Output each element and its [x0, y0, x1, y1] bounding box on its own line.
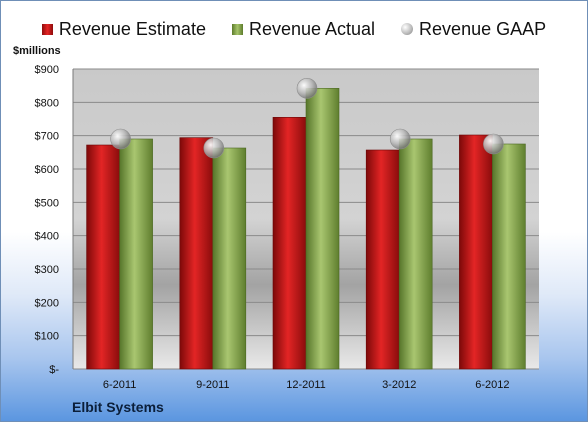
- x-tick-label: 3-2012: [382, 379, 416, 391]
- y-tick-label: $800: [35, 97, 59, 109]
- x-axis-labels: 6-2011 9-2011 12-2011 3-2012 6-2012: [103, 379, 510, 391]
- bar-revenue-actual: [119, 138, 153, 370]
- bar-revenue-estimate: [86, 144, 120, 370]
- bar-revenue-estimate: [272, 117, 307, 370]
- bar-revenue-actual: [398, 138, 433, 370]
- bars: [86, 88, 526, 370]
- y-tick-label: $700: [35, 131, 59, 143]
- y-tick-label: $100: [35, 331, 59, 343]
- bar-revenue-actual: [492, 143, 526, 370]
- legend-item-estimate: Revenue Estimate: [41, 18, 206, 40]
- legend-item-gaap: Revenue GAAP: [401, 19, 546, 40]
- legend-label-estimate: Revenue Estimate: [58, 18, 206, 39]
- y-tick-label: $-: [49, 364, 59, 376]
- y-tick-label: $300: [35, 264, 59, 276]
- x-tick-label: 6-2012: [475, 379, 509, 391]
- x-tick-label: 9-2011: [196, 379, 229, 391]
- chart-legend: Revenue Estimate Revenue Actual Revenue …: [1, 17, 587, 41]
- y-tick-label: $600: [35, 164, 59, 176]
- marker-revenue-gaap: [110, 128, 131, 150]
- legend-item-actual: Revenue Actual: [231, 18, 376, 40]
- marker-revenue-gaap: [203, 137, 225, 159]
- y-tick-label: $900: [35, 64, 59, 76]
- bar-revenue-estimate: [365, 149, 400, 370]
- y-tick-label: $400: [35, 231, 59, 243]
- y-axis-ticks: $- $100 $200 $300 $400 $500 $600 $700 $800 $900: [35, 64, 60, 376]
- marker-revenue-gaap: [483, 133, 504, 155]
- legend-label-gaap: Revenue GAAP: [419, 18, 547, 39]
- legend-label-actual: Revenue Actual: [248, 18, 376, 39]
- marker-revenue-gaap: [389, 128, 411, 150]
- gaap-markers: [110, 78, 504, 159]
- x-tick-label: 6-2011: [103, 379, 136, 391]
- legend-swatch-actual: [231, 23, 243, 35]
- legend-swatch-estimate: [41, 23, 53, 35]
- y-tick-label: $500: [35, 197, 59, 209]
- legend-swatch-gaap: [401, 23, 414, 35]
- bar-revenue-estimate: [459, 134, 493, 370]
- y-tick-label: $200: [35, 297, 59, 309]
- company-name: Elbit Systems: [72, 399, 164, 415]
- bar-revenue-actual: [212, 147, 247, 370]
- bar-revenue-estimate: [179, 137, 214, 370]
- y-axis-unit-label: $millions: [13, 45, 61, 57]
- marker-revenue-gaap: [296, 78, 318, 99]
- x-tick-label: 12-2011: [286, 379, 326, 391]
- bar-revenue-actual: [305, 88, 340, 370]
